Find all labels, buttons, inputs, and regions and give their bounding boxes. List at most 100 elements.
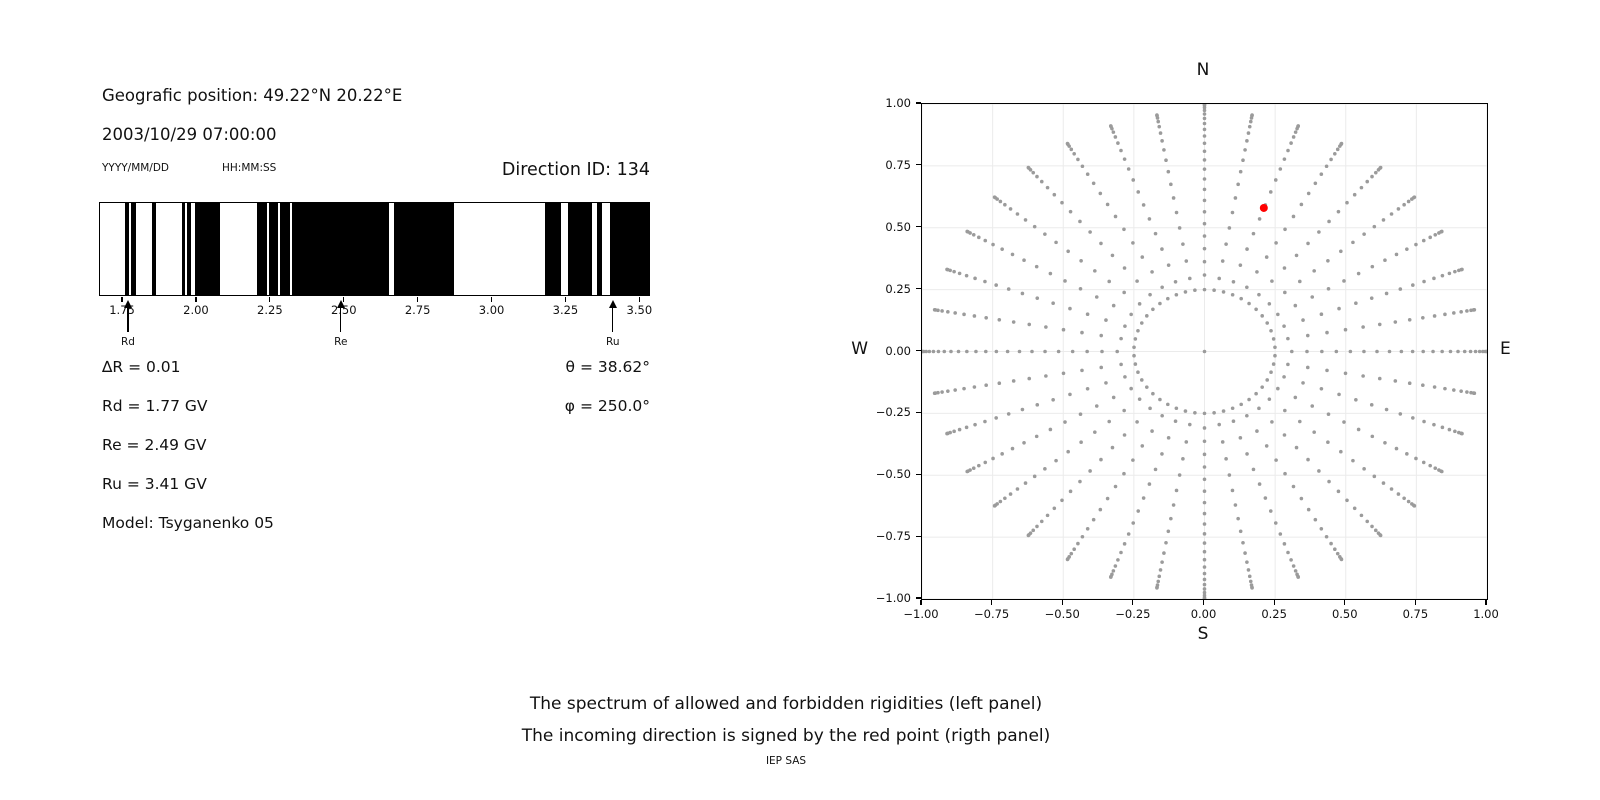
grid-dot <box>1453 269 1457 274</box>
grid-dot <box>983 238 988 243</box>
grid-dot <box>1377 322 1382 327</box>
grid-dot <box>1329 541 1333 546</box>
grid-dot <box>992 504 997 508</box>
grid-dot <box>1202 590 1207 595</box>
grid-dot <box>1098 507 1103 512</box>
grid-dot <box>977 463 981 468</box>
grid-dot <box>1345 498 1349 503</box>
grid-dot <box>1257 292 1261 297</box>
grid-dot <box>1359 513 1364 518</box>
grid-dot <box>1428 235 1432 240</box>
grid-dot <box>1299 202 1304 207</box>
grid-dot <box>1326 440 1330 445</box>
grid-dot <box>1110 253 1115 258</box>
grid-dot <box>952 429 956 434</box>
grid-dot <box>1000 452 1004 456</box>
grid-dot <box>1153 231 1158 236</box>
barcode-x-tick <box>195 297 197 302</box>
grid-dot <box>1398 287 1403 291</box>
grid-dot <box>1245 285 1249 290</box>
grid-dot <box>1122 266 1127 270</box>
grid-dot <box>1184 440 1189 444</box>
scatter-x-tick-label: 0.75 <box>1402 607 1429 621</box>
grid-dot <box>1157 574 1162 579</box>
grid-dot <box>1015 212 1020 216</box>
grid-dot <box>1278 532 1283 536</box>
scatter-y-tick <box>916 597 921 599</box>
forbidden-band <box>125 203 130 295</box>
grid-dot <box>1148 292 1152 297</box>
grid-dot <box>1356 271 1361 276</box>
grid-dot <box>1148 406 1152 411</box>
grid-dot <box>1286 148 1290 153</box>
grid-dot <box>1372 474 1377 479</box>
grid-dot <box>973 422 977 427</box>
grid-dot <box>1202 234 1207 238</box>
grid-dot <box>1068 306 1072 311</box>
grid-dot <box>1070 349 1075 354</box>
grid-dot <box>1099 333 1104 338</box>
scatter-x-tick <box>1414 600 1416 605</box>
grid-dot <box>1317 469 1321 473</box>
grid-dot <box>1432 314 1437 318</box>
grid-dot <box>1006 412 1011 416</box>
grid-dot <box>1107 279 1112 284</box>
grid-dot <box>1119 148 1123 153</box>
geo-position-text: Geografic position: 49.22°N 20.22°E <box>102 86 403 105</box>
grid-dot <box>1045 185 1050 190</box>
grid-dot <box>974 349 978 354</box>
grid-dot <box>1448 349 1453 354</box>
grid-dot <box>1052 192 1057 197</box>
grid-dot <box>1076 157 1080 162</box>
forbidden-band <box>269 203 278 295</box>
grid-dot <box>1312 430 1316 434</box>
grid-dot <box>1129 386 1133 391</box>
grid-dot <box>1317 230 1321 234</box>
grid-dot <box>1151 391 1155 396</box>
grid-dot <box>1137 397 1142 401</box>
grid-dot <box>1389 212 1394 216</box>
grid-dot <box>1034 264 1039 269</box>
grid-dot <box>1396 207 1401 211</box>
grid-dot <box>1246 568 1251 572</box>
grid-dot <box>1202 108 1207 113</box>
scatter-y-tick <box>916 288 921 290</box>
grid-dot <box>1158 568 1163 572</box>
grid-dot <box>1202 221 1207 226</box>
grid-dot <box>1283 227 1287 232</box>
grid-dot <box>1063 279 1067 283</box>
grid-dot <box>1221 409 1226 413</box>
grid-dot <box>1313 517 1318 522</box>
grid-dot <box>1202 104 1207 106</box>
grid-dot <box>1343 327 1348 332</box>
grid-dot <box>997 317 1002 322</box>
grid-dot <box>1136 370 1140 375</box>
grid-dot <box>1273 345 1277 350</box>
grid-dot <box>998 199 1003 204</box>
grid-dot <box>1099 365 1104 370</box>
grid-dot <box>1181 457 1185 461</box>
grid-dot <box>1131 241 1135 245</box>
grid-dot <box>1202 287 1207 292</box>
grid-dot <box>1202 549 1207 554</box>
grid-dot <box>1433 232 1438 237</box>
scatter-y-tick-label: 0.75 <box>885 157 911 172</box>
cutoff-label-rd: Rd <box>120 336 135 348</box>
grid-dot <box>1273 353 1277 358</box>
grid-dot <box>1177 473 1182 477</box>
grid-dot <box>957 427 962 432</box>
forbidden-band <box>151 203 157 295</box>
grid-dot <box>1440 469 1444 474</box>
grid-dot <box>1141 203 1146 207</box>
grid-dot <box>1054 240 1058 245</box>
grid-dot <box>1243 148 1247 152</box>
grid-dot <box>1177 226 1182 230</box>
grid-dot <box>1383 258 1387 263</box>
grid-dot <box>1251 467 1256 472</box>
grid-dot <box>1054 458 1058 463</box>
grid-dot <box>1039 519 1044 524</box>
grid-dot <box>1140 255 1145 259</box>
grid-dot <box>1044 325 1048 329</box>
grid-dot <box>1160 560 1164 564</box>
